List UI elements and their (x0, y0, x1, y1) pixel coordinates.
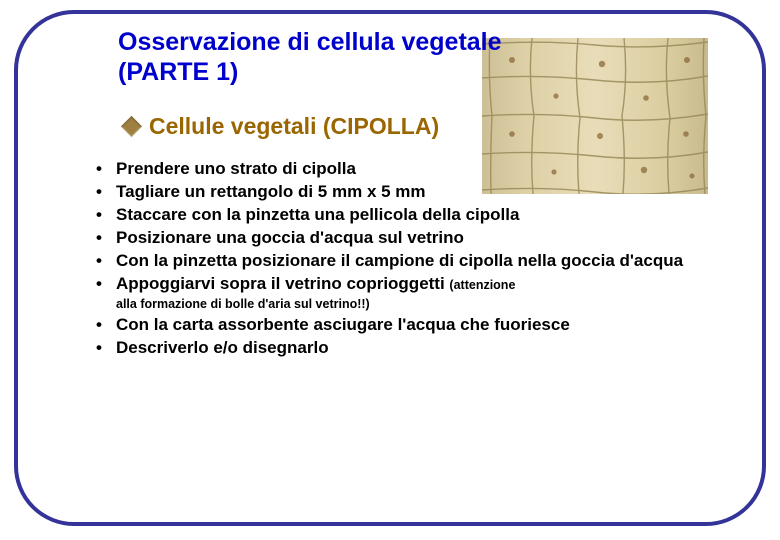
list-item-text: Posizionare una goccia d'acqua sul vetri… (116, 228, 464, 247)
list-item-text: Con la carta assorbente asciugare l'acqu… (116, 315, 570, 334)
list-item: Posizionare una goccia d'acqua sul vetri… (90, 227, 718, 249)
list-item: Staccare con la pinzetta una pellicola d… (90, 204, 718, 226)
list-item-text: Prendere uno strato di cipolla (116, 159, 356, 178)
diamond-bullet-icon (121, 116, 142, 137)
title-line-1: Osservazione di cellula vegetale (118, 28, 502, 56)
list-item: Appoggiarvi sopra il vetrino coprioggett… (90, 273, 718, 295)
slide-subtitle: Cellule vegetali (CIPOLLA) (149, 113, 439, 140)
list-item: Con la pinzetta posizionare il campione … (90, 250, 718, 272)
list-item-text: Staccare con la pinzetta una pellicola d… (116, 205, 519, 224)
list-item-note-line2: alla formazione di bolle d'aria sul vetr… (116, 297, 718, 313)
list-item-text: Appoggiarvi sopra il vetrino coprioggett… (116, 274, 449, 293)
title-line-2: (PARTE 1) (118, 58, 238, 86)
list-item-text: Descriverlo e/o disegnarlo (116, 338, 329, 357)
list-item-text: Con la pinzetta posizionare il campione … (116, 251, 683, 270)
list-item-note-inline: (attenzione (449, 278, 515, 292)
slide-title: Osservazione di cellula vegetale (PARTE … (118, 28, 718, 87)
procedure-list-continued: Con la carta assorbente asciugare l'acqu… (90, 314, 718, 359)
list-item-text: Tagliare un rettangolo di 5 mm x 5 mm (116, 182, 426, 201)
list-item: Con la carta assorbente asciugare l'acqu… (90, 314, 718, 336)
list-item: Descriverlo e/o disegnarlo (90, 337, 718, 359)
